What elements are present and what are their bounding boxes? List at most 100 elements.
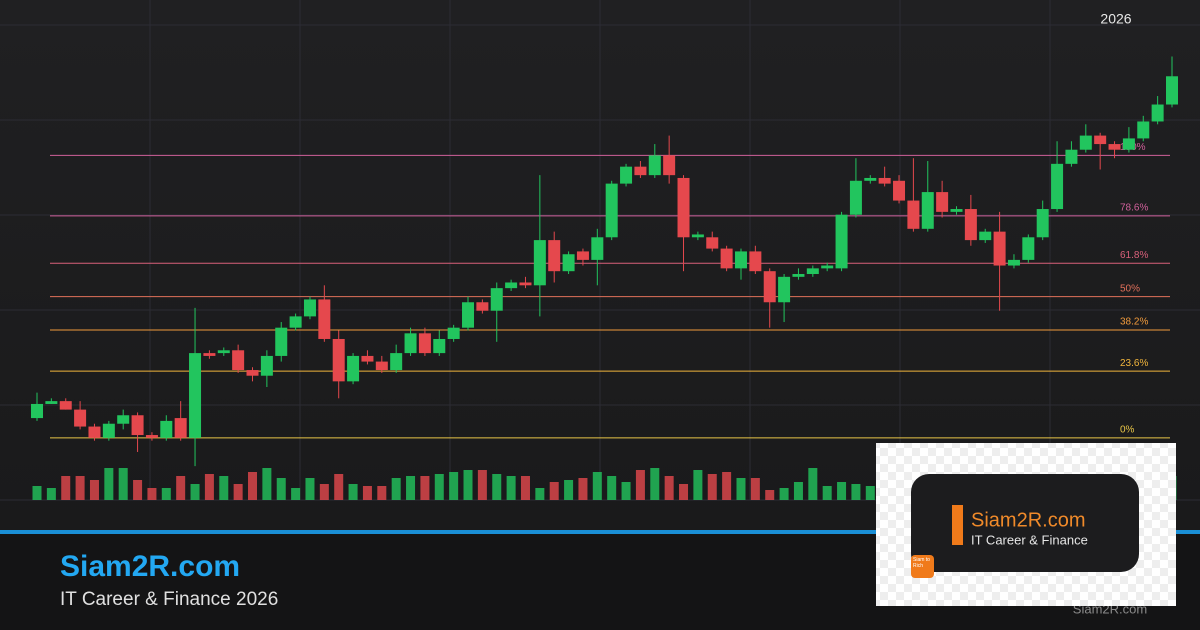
volume-bar (607, 476, 617, 500)
footer-tagline: IT Career & Finance 2026 (60, 589, 278, 610)
fib-label: 61.8% (1120, 250, 1148, 261)
volume-bar (449, 472, 459, 500)
candle-body (691, 234, 704, 238)
volume-bar (578, 478, 588, 500)
footer-rule (0, 530, 1200, 534)
candle-body (734, 251, 747, 269)
candle-body (936, 192, 949, 212)
candle-body (217, 350, 230, 354)
volume-bar (133, 480, 143, 500)
volume-bar (779, 488, 789, 500)
logo-site: Siam2R.com (971, 509, 1085, 531)
candle-body (332, 338, 345, 382)
candle-body (792, 274, 805, 277)
candle-body (347, 355, 360, 382)
volume-bar (348, 484, 358, 500)
volume-bar (506, 476, 516, 500)
candle-body (260, 355, 273, 376)
candle-body (663, 155, 676, 176)
candle-body (677, 177, 690, 238)
volume-bar (765, 490, 775, 500)
candle-body (1007, 259, 1020, 266)
candle-body (476, 302, 489, 311)
logo-card: Siam2R.com IT Career & Finance Siam to R… (876, 443, 1176, 606)
volume-bar (477, 470, 487, 500)
candle-body (31, 403, 43, 419)
volume-bar (147, 488, 157, 500)
volume-bar (549, 482, 559, 500)
candle-body (964, 209, 977, 241)
candle-body (246, 370, 259, 376)
candle-body (548, 240, 561, 272)
logo-badge: Siam to Rich (913, 557, 930, 569)
candle-body (634, 166, 647, 176)
volume-bar (520, 476, 530, 500)
candle-body (404, 333, 417, 354)
candle-body (1022, 237, 1035, 260)
candle-body (921, 192, 934, 229)
logo-tagline: IT Career & Finance (971, 532, 1088, 547)
volume-bar (89, 480, 99, 500)
candle-body (878, 177, 891, 184)
volume-bar (406, 476, 416, 500)
volume-bar (808, 468, 818, 500)
candle-body (203, 353, 216, 356)
volume-bar (492, 474, 502, 500)
volume-bar (377, 486, 387, 500)
candle-body (1122, 138, 1135, 150)
volume-bar (190, 484, 200, 500)
volume-bar (262, 468, 272, 500)
candle-body (462, 302, 475, 328)
volume-bar (204, 474, 214, 500)
candle-body (1051, 163, 1064, 210)
candle-body (864, 177, 877, 181)
volume-bar (46, 488, 56, 500)
candle-body (576, 251, 589, 260)
candle-body (289, 316, 302, 328)
volume-bar (750, 478, 760, 500)
candle-body (160, 420, 173, 438)
volume-bar (32, 486, 42, 500)
volume-bar (118, 468, 128, 500)
fib-label: 0% (1120, 424, 1135, 435)
candle-body (648, 155, 661, 176)
candle-body (232, 350, 245, 371)
candle-body (102, 423, 115, 438)
candle-body (361, 355, 374, 362)
candle-body (907, 200, 920, 229)
volume-bar (707, 474, 717, 500)
volume-bar (233, 484, 243, 500)
candle-body (950, 209, 963, 212)
candle-body (45, 401, 58, 404)
volume-bar (219, 476, 229, 500)
volume-bar (305, 478, 315, 500)
candle-body (533, 240, 546, 286)
volume-bar (664, 476, 674, 500)
volume-bar (248, 472, 258, 500)
candle-body (893, 180, 906, 201)
year-label: 2026 (1100, 11, 1131, 27)
fib-label: 38.2% (1120, 317, 1148, 328)
candle-body (1108, 144, 1121, 150)
candle-body (763, 271, 776, 303)
volume-bar (851, 484, 861, 500)
volume-bar (650, 468, 660, 500)
volume-bar (793, 482, 803, 500)
candle-body (1065, 149, 1078, 164)
candle-body (1151, 104, 1164, 122)
candle-body (174, 418, 187, 438)
footer-site: Siam2R.com (60, 550, 240, 583)
volume-bar (434, 474, 444, 500)
volume-bar (722, 472, 732, 500)
candle-body (979, 231, 992, 241)
candle-body (562, 254, 575, 272)
candle-body (375, 361, 388, 371)
candle-body (849, 180, 862, 215)
candle-body (519, 282, 532, 286)
volume-bar (291, 488, 301, 500)
candle-body (433, 338, 446, 354)
candle-body (88, 426, 101, 438)
volume-bar (391, 478, 401, 500)
volume-bar (276, 478, 286, 500)
